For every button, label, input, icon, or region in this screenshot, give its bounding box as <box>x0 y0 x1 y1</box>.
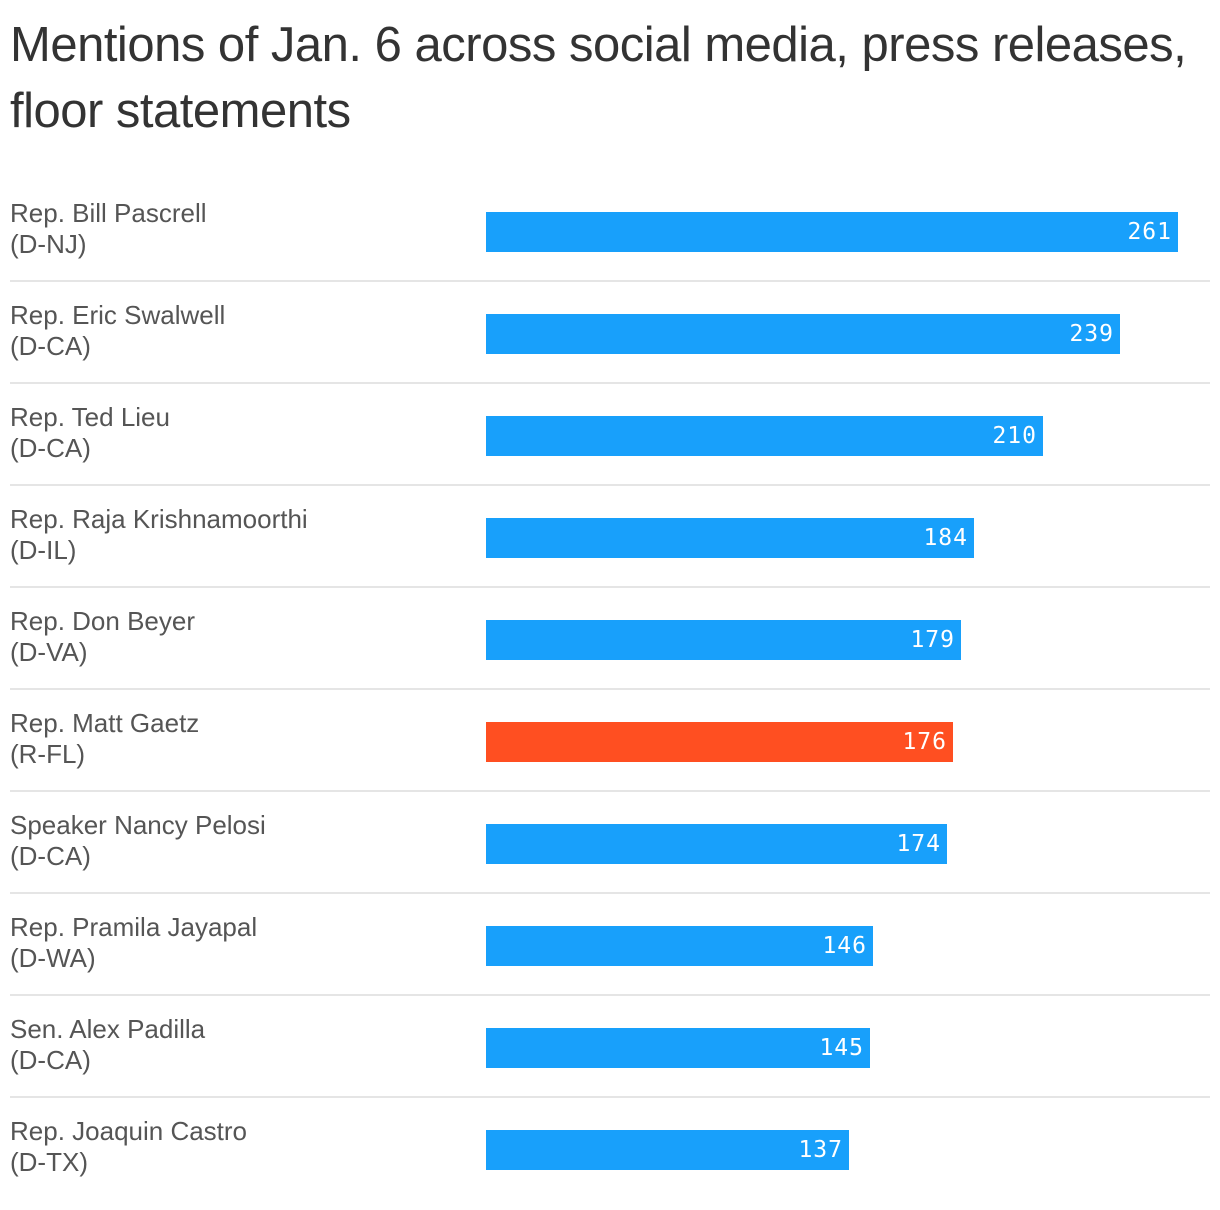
bar-row: Rep. Matt Gaetz (R-FL) 176 <box>0 690 1220 792</box>
bar: 137 <box>486 1130 849 1170</box>
member-name: Rep. Bill Pascrell <box>10 198 207 229</box>
bar-row: Rep. Raja Krishnamoorthi (D-IL) 184 <box>0 486 1220 588</box>
member-name: Rep. Ted Lieu <box>10 402 170 433</box>
category-label: Rep. Ted Lieu (D-CA) <box>10 402 170 464</box>
member-name: Speaker Nancy Pelosi <box>10 810 266 841</box>
member-name: Rep. Pramila Jayapal <box>10 912 257 943</box>
data-label: 174 <box>896 824 941 864</box>
bar: 239 <box>486 314 1120 354</box>
chart-title: Mentions of Jan. 6 across social media, … <box>10 12 1190 144</box>
category-label: Rep. Bill Pascrell (D-NJ) <box>10 198 207 260</box>
bar: 261 <box>486 212 1178 252</box>
bar: 184 <box>486 518 974 558</box>
data-label: 137 <box>798 1130 843 1170</box>
member-party: (D-VA) <box>10 637 195 668</box>
bar-row: Rep. Eric Swalwell (D-CA) 239 <box>0 282 1220 384</box>
data-label: 184 <box>923 518 968 558</box>
bar-chart: Rep. Bill Pascrell (D-NJ) 261 Rep. Eric Swa… <box>0 180 1220 1200</box>
member-party: (D-CA) <box>10 841 266 872</box>
member-party: (D-WA) <box>10 943 257 974</box>
data-label: 239 <box>1069 314 1114 354</box>
bar-row: Sen. Alex Padilla (D-CA) 145 <box>0 996 1220 1098</box>
category-label: Rep. Don Beyer (D-VA) <box>10 606 195 668</box>
bar-row: Rep. Pramila Jayapal (D-WA) 146 <box>0 894 1220 996</box>
bar-row: Rep. Joaquin Castro (D-TX) 137 <box>0 1098 1220 1200</box>
data-label: 210 <box>992 416 1037 456</box>
member-name: Rep. Don Beyer <box>10 606 195 637</box>
member-name: Rep. Joaquin Castro <box>10 1116 247 1147</box>
bar: 145 <box>486 1028 870 1068</box>
bar-row: Rep. Ted Lieu (D-CA) 210 <box>0 384 1220 486</box>
data-label: 261 <box>1127 212 1172 252</box>
data-label: 179 <box>910 620 955 660</box>
category-label: Speaker Nancy Pelosi (D-CA) <box>10 810 266 872</box>
member-name: Rep. Matt Gaetz <box>10 708 199 739</box>
bar: 176 <box>486 722 953 762</box>
bar: 174 <box>486 824 947 864</box>
bar-row: Rep. Bill Pascrell (D-NJ) 261 <box>0 180 1220 282</box>
member-party: (D-TX) <box>10 1147 247 1178</box>
bar-row: Speaker Nancy Pelosi (D-CA) 174 <box>0 792 1220 894</box>
category-label: Rep. Joaquin Castro (D-TX) <box>10 1116 247 1178</box>
member-party: (R-FL) <box>10 739 199 770</box>
member-party: (D-CA) <box>10 1045 205 1076</box>
category-label: Rep. Raja Krishnamoorthi (D-IL) <box>10 504 308 566</box>
category-label: Sen. Alex Padilla (D-CA) <box>10 1014 205 1076</box>
member-party: (D-IL) <box>10 535 308 566</box>
member-party: (D-NJ) <box>10 229 207 260</box>
category-label: Rep. Pramila Jayapal (D-WA) <box>10 912 257 974</box>
data-label: 176 <box>902 722 947 762</box>
member-name: Sen. Alex Padilla <box>10 1014 205 1045</box>
bar-row: Rep. Don Beyer (D-VA) 179 <box>0 588 1220 690</box>
category-label: Rep. Matt Gaetz (R-FL) <box>10 708 199 770</box>
data-label: 146 <box>822 926 867 966</box>
data-label: 145 <box>819 1028 864 1068</box>
member-party: (D-CA) <box>10 331 225 362</box>
category-label: Rep. Eric Swalwell (D-CA) <box>10 300 225 362</box>
bar: 210 <box>486 416 1043 456</box>
member-name: Rep. Eric Swalwell <box>10 300 225 331</box>
member-name: Rep. Raja Krishnamoorthi <box>10 504 308 535</box>
bar: 146 <box>486 926 873 966</box>
bar: 179 <box>486 620 961 660</box>
member-party: (D-CA) <box>10 433 170 464</box>
